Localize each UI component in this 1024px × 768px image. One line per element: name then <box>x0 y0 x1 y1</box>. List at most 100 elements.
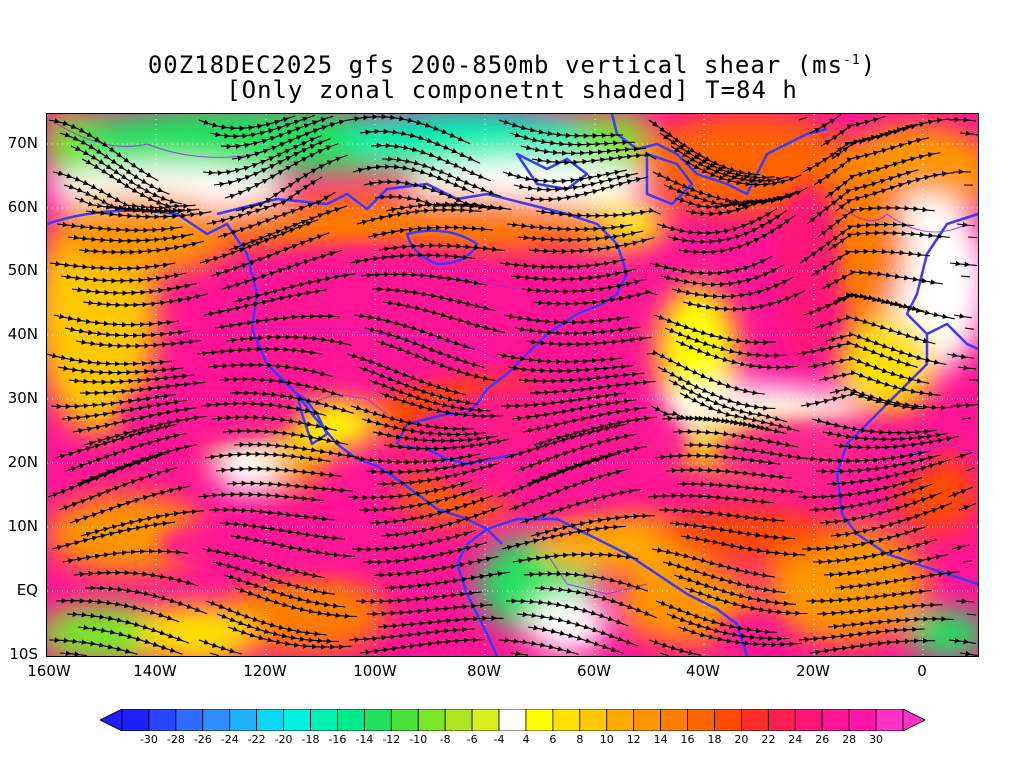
streamline <box>82 293 209 308</box>
colorbar-tick-label: 8 <box>576 733 584 746</box>
title-superscript: -1 <box>843 53 861 68</box>
colorbar-tick-label: 16 <box>680 733 695 746</box>
streamline <box>524 176 649 203</box>
colorbar-tick-label: 28 <box>842 733 857 746</box>
streamline <box>534 585 657 619</box>
streamline <box>810 248 930 277</box>
streamline <box>57 365 184 376</box>
streamline <box>834 570 960 591</box>
streamline <box>948 116 976 123</box>
streamline <box>215 466 342 478</box>
streamline <box>648 639 701 656</box>
streamline <box>948 637 976 645</box>
colorbar-tick-label: -28 <box>166 733 185 746</box>
streamline <box>514 326 641 337</box>
streamline <box>965 467 975 472</box>
colorbar-cell <box>579 709 608 731</box>
colorbar-tick-label: -20 <box>274 733 293 746</box>
streamline <box>207 362 333 378</box>
lat-label-10n: 10N <box>7 517 38 535</box>
streamline <box>966 613 976 616</box>
colorbar-cell <box>363 709 392 731</box>
colorbar-cell <box>660 709 688 731</box>
streamline <box>507 363 634 374</box>
lat-label-40n: 40N <box>7 325 38 343</box>
streamline <box>659 507 785 523</box>
streamline <box>53 313 180 328</box>
streamline <box>947 486 974 498</box>
streamline <box>51 520 176 551</box>
colorbar-cell <box>121 709 150 731</box>
colorbar-cell <box>229 709 258 731</box>
streamline <box>827 616 954 630</box>
streamline <box>200 400 326 416</box>
colorbar-tick-label: 20 <box>734 733 749 746</box>
colorbar-tick-label: -14 <box>355 733 374 746</box>
colorbar-cell <box>848 709 877 731</box>
lat-label-30n: 30N <box>7 389 38 407</box>
colorbar-cell <box>552 709 581 731</box>
colorbar-tick-label: 12 <box>626 733 641 746</box>
streamline <box>366 602 493 617</box>
colorbar-cell <box>821 709 850 731</box>
streamline <box>957 365 976 371</box>
streamline <box>527 625 624 654</box>
colorbar-cell <box>633 709 662 731</box>
streamline <box>209 652 219 656</box>
streamline <box>64 326 191 339</box>
colorbar-cells <box>100 709 925 731</box>
streamline <box>809 637 936 655</box>
streamline <box>225 334 352 346</box>
colorbar-tick-label: 18 <box>707 733 722 746</box>
colorbar-tick-label: -10 <box>409 733 428 746</box>
streamline <box>384 571 510 591</box>
lon-label-140w: 140W <box>133 662 177 680</box>
colorbar <box>100 709 925 731</box>
streamline <box>654 452 781 466</box>
streamline <box>226 480 353 493</box>
streamline <box>214 313 341 330</box>
lat-label-50n: 50N <box>7 261 38 279</box>
streamline <box>355 590 482 605</box>
streamline <box>951 544 970 551</box>
colorbar-cell <box>175 709 204 731</box>
colorbar-tick-label: 22 <box>761 733 776 746</box>
lon-label-80w: 80W <box>467 662 501 680</box>
streamline <box>71 282 198 296</box>
streamline <box>203 288 328 317</box>
shear-map <box>46 113 979 657</box>
streamline <box>683 442 810 461</box>
streamline <box>647 492 774 505</box>
streamline <box>79 380 206 396</box>
streamline <box>47 352 173 367</box>
streamline <box>78 240 205 255</box>
streamline <box>498 637 579 655</box>
streamline <box>229 390 354 414</box>
lon-label-40w: 40W <box>686 662 720 680</box>
colorbar-cell <box>741 709 769 731</box>
streamline <box>949 260 977 268</box>
colorbar-tick-label: -6 <box>466 733 478 746</box>
streamline <box>77 624 183 655</box>
streamline <box>525 336 652 348</box>
streamline <box>197 491 324 503</box>
streamline <box>48 637 138 655</box>
colorbar-cell <box>525 709 554 731</box>
colorbar-cell <box>687 709 715 731</box>
streamline <box>964 327 974 330</box>
colorbar-tick-label: -16 <box>328 733 347 746</box>
streamline <box>956 221 975 228</box>
streamline <box>532 289 658 307</box>
colorbar-tick-label: 14 <box>653 733 668 746</box>
lon-label-120w: 120W <box>243 662 287 680</box>
colorbar-cell <box>202 709 231 731</box>
colorbar-cell <box>283 709 311 731</box>
colorbar-cell <box>714 709 742 731</box>
streamline <box>204 451 331 463</box>
streamline <box>359 637 486 656</box>
streamline <box>962 560 972 563</box>
colorbar-tick-label: 6 <box>549 733 557 746</box>
lon-label-20w: 20W <box>796 662 830 680</box>
streamline <box>821 269 943 290</box>
chart-title-line1: 00Z18DEC2025 gfs 200-850mb vertical shea… <box>0 48 1024 78</box>
